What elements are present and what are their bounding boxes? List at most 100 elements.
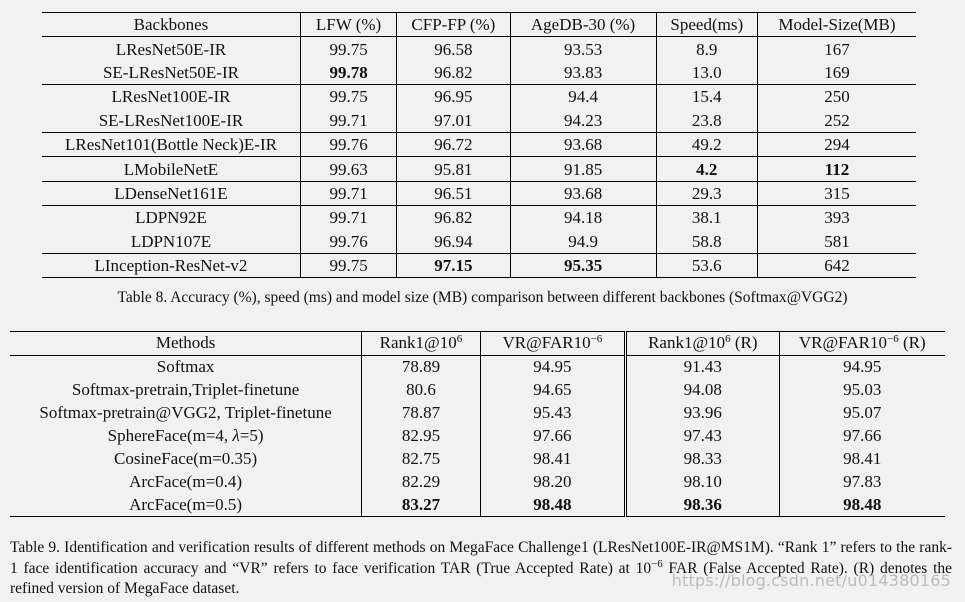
col-header-methods: Methods	[10, 331, 363, 356]
lfw-value: 99.63	[300, 156, 398, 182]
method-name: Softmax	[10, 355, 363, 379]
vr-value-best: 98.48	[533, 494, 572, 514]
agedb-value: 93.83	[510, 60, 657, 85]
speed-value: 23.8	[656, 108, 758, 133]
method-name: ArcFace(m=0.4)	[10, 470, 363, 494]
cfp-value: 96.58	[396, 36, 511, 61]
backbone-name: LInception-ResNet-v2	[42, 253, 301, 278]
agedb-value: 91.85	[510, 156, 657, 182]
rank1-value: 80.6	[361, 378, 481, 402]
rank1r-value: 97.43	[625, 424, 780, 448]
rank1r-value-best: 98.36	[683, 494, 722, 514]
speed-value: 53.6	[656, 253, 758, 278]
lfw-value: 99.76	[300, 229, 398, 254]
lfw-value: 99.71	[300, 108, 398, 133]
table-row: SE-LResNet100E-IR 99.71 97.01 94.23 23.8…	[42, 108, 916, 133]
speed-value: 15.4	[656, 84, 758, 109]
speed-value: 13.0	[656, 60, 758, 85]
speed-value: 58.8	[656, 229, 758, 254]
method-name: ArcFace(m=0.5)	[10, 493, 363, 517]
table-row: Softmax-pretrain@VGG2, Triplet-finetune …	[10, 401, 945, 425]
cfp-value: 96.72	[396, 132, 511, 157]
agedb-value: 94.18	[510, 205, 657, 230]
table-9-caption: Table 9. Identification and verification…	[10, 539, 953, 597]
rank1r-value: 98.10	[625, 470, 780, 494]
vrr-value: 95.07	[843, 403, 882, 423]
agedb-value: 93.68	[510, 132, 657, 157]
table-row: LDPN107E 99.76 96.94 94.9 58.8 581	[42, 229, 916, 254]
cfp-value: 96.95	[396, 84, 511, 109]
cfp-value: 97.01	[396, 108, 511, 133]
size-value: 250	[824, 87, 850, 107]
col-header-lfw: LFW (%)	[300, 12, 398, 37]
rank1-value: 82.75	[361, 447, 481, 471]
backbone-name: LMobileNetE	[42, 156, 301, 182]
table-row: LResNet100E-IR 99.75 96.95 94.4 15.4 250	[42, 84, 916, 109]
lfw-value: 99.71	[300, 205, 398, 230]
speed-value: 49.2	[656, 132, 758, 157]
lfw-value: 99.75	[300, 36, 398, 61]
rank1r-value: 94.08	[625, 378, 780, 402]
col-header-vr-refined: VR@FAR10−6 (R)	[798, 333, 926, 353]
cfp-value-best: 97.15	[434, 256, 473, 276]
table-row: SphereFace(m=4, λ=5) 82.95 97.66 97.43 9…	[10, 424, 945, 448]
method-name: CosineFace(m=0.35)	[10, 447, 363, 471]
agedb-value-best: 95.35	[563, 256, 603, 276]
table-8-caption: Table 8. Accuracy (%), speed (ms) and mo…	[117, 289, 848, 306]
rank1-value: 82.29	[361, 470, 481, 494]
size-value: 167	[824, 39, 850, 59]
size-value: 393	[824, 208, 850, 228]
megaface-results-table: Methods Rank1@106 VR@FAR10−6 Rank1@106 (…	[10, 331, 945, 517]
lfw-value: 99.75	[300, 253, 398, 278]
vr-value: 95.43	[480, 401, 628, 425]
table-header-row: Methods Rank1@106 VR@FAR10−6 Rank1@106 (…	[10, 331, 945, 356]
rank1r-value: 91.43	[625, 355, 780, 379]
vrr-value: 97.66	[843, 426, 882, 445]
col-header-cfp-fp: CFP-FP (%)	[396, 12, 511, 37]
speed-value-best: 4.2	[696, 159, 718, 179]
table-row: LInception-ResNet-v2 99.75 97.15 95.35 5…	[42, 253, 916, 278]
size-value: 581	[824, 231, 850, 251]
agedb-value: 94.9	[510, 229, 657, 254]
cfp-value: 95.81	[396, 156, 511, 182]
vr-value: 94.95	[480, 355, 628, 379]
vrr-value-best: 98.48	[843, 494, 882, 514]
col-header-model-size: Model-Size(MB)	[778, 15, 896, 35]
vr-value: 98.41	[480, 447, 628, 471]
table-header-row: Backbones LFW (%) CFP-FP (%) AgeDB-30 (%…	[42, 12, 916, 37]
rank1-value: 78.87	[361, 401, 481, 425]
rank1r-value: 93.96	[625, 401, 780, 425]
vrr-value: 98.41	[843, 448, 882, 468]
vrr-value: 97.83	[843, 471, 882, 491]
table-row: ArcFace(m=0.5) 83.27 98.48 98.36 98.48	[10, 493, 945, 517]
table-row: Softmax 78.89 94.95 91.43 94.95	[10, 355, 945, 379]
col-header-vr: VR@FAR10−6	[480, 331, 628, 356]
cfp-value: 96.82	[396, 205, 511, 230]
lfw-value: 99.76	[300, 132, 398, 157]
agedb-value: 94.23	[510, 108, 657, 133]
table-row: LMobileNetE 99.63 95.81 91.85 4.2 112	[42, 156, 916, 182]
backbone-name: LDenseNet161E	[42, 181, 301, 206]
backbone-name: SE-LResNet100E-IR	[42, 108, 301, 133]
cfp-value: 96.94	[396, 229, 511, 254]
size-value: 642	[824, 256, 850, 276]
lfw-value-best: 99.78	[329, 62, 368, 82]
agedb-value: 93.53	[510, 36, 657, 61]
backbone-name: LResNet100E-IR	[42, 84, 301, 109]
table-row: LDenseNet161E 99.71 96.51 93.68 29.3 315	[42, 181, 916, 206]
backbone-comparison-table: Backbones LFW (%) CFP-FP (%) AgeDB-30 (%…	[42, 12, 916, 278]
cfp-value: 96.51	[396, 181, 511, 206]
vr-value: 97.66	[480, 424, 628, 448]
table-row: SE-LResNet50E-IR 99.78 96.82 93.83 13.0 …	[42, 60, 916, 85]
col-header-agedb: AgeDB-30 (%)	[510, 12, 657, 37]
agedb-value: 94.4	[510, 84, 657, 109]
cfp-value: 96.82	[396, 60, 511, 85]
size-value: 315	[824, 183, 850, 203]
table-row: ArcFace(m=0.4) 82.29 98.20 98.10 97.83	[10, 470, 945, 494]
col-header-speed: Speed(ms)	[656, 12, 758, 37]
size-value: 294	[824, 135, 850, 155]
table-row: Softmax-pretrain,Triplet-finetune 80.6 9…	[10, 378, 945, 402]
size-value: 252	[824, 110, 850, 130]
vr-value: 98.20	[480, 470, 628, 494]
lfw-value: 99.71	[300, 181, 398, 206]
